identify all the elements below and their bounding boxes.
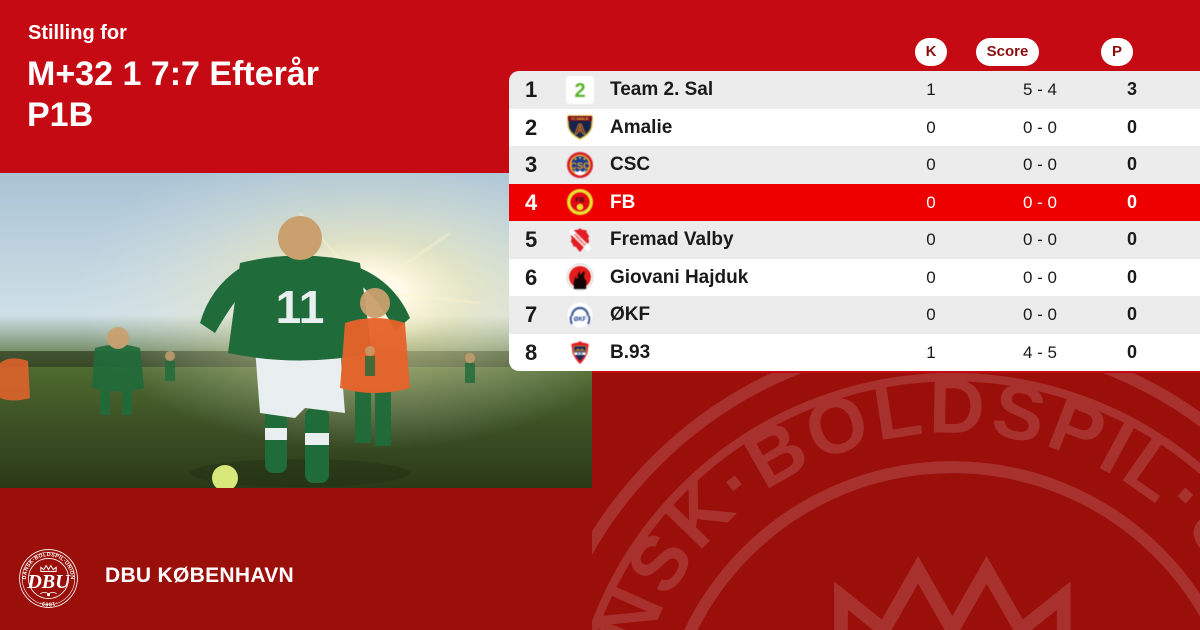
svg-text:11: 11 [276, 281, 325, 333]
